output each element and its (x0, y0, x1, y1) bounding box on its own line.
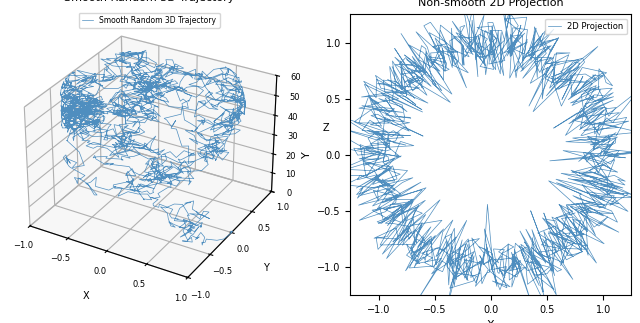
Legend: Smooth Random 3D Trajectory: Smooth Random 3D Trajectory (79, 13, 220, 28)
2D Projection (440, 322, 447, 323)
Title: Non-smooth 2D Projection: Non-smooth 2D Projection (418, 0, 564, 8)
2D Projection (531, 60, 538, 64)
2D Projection (353, 196, 361, 200)
Line: 2D Projection: 2D Projection (326, 0, 640, 323)
Legend: 2D Projection: 2D Projection (545, 19, 627, 34)
2D Projection (510, 0, 518, 2)
2D Projection (426, 66, 434, 70)
Y-axis label: Y: Y (301, 151, 312, 158)
X-axis label: X: X (487, 320, 495, 323)
2D Projection (567, 69, 575, 73)
X-axis label: X: X (83, 291, 89, 301)
Title: Smooth Random 3D Trajectory: Smooth Random 3D Trajectory (64, 0, 234, 3)
Y-axis label: Y: Y (263, 263, 269, 273)
2D Projection (596, 147, 604, 151)
2D Projection (391, 179, 399, 183)
2D Projection (358, 104, 366, 108)
2D Projection (614, 154, 622, 158)
